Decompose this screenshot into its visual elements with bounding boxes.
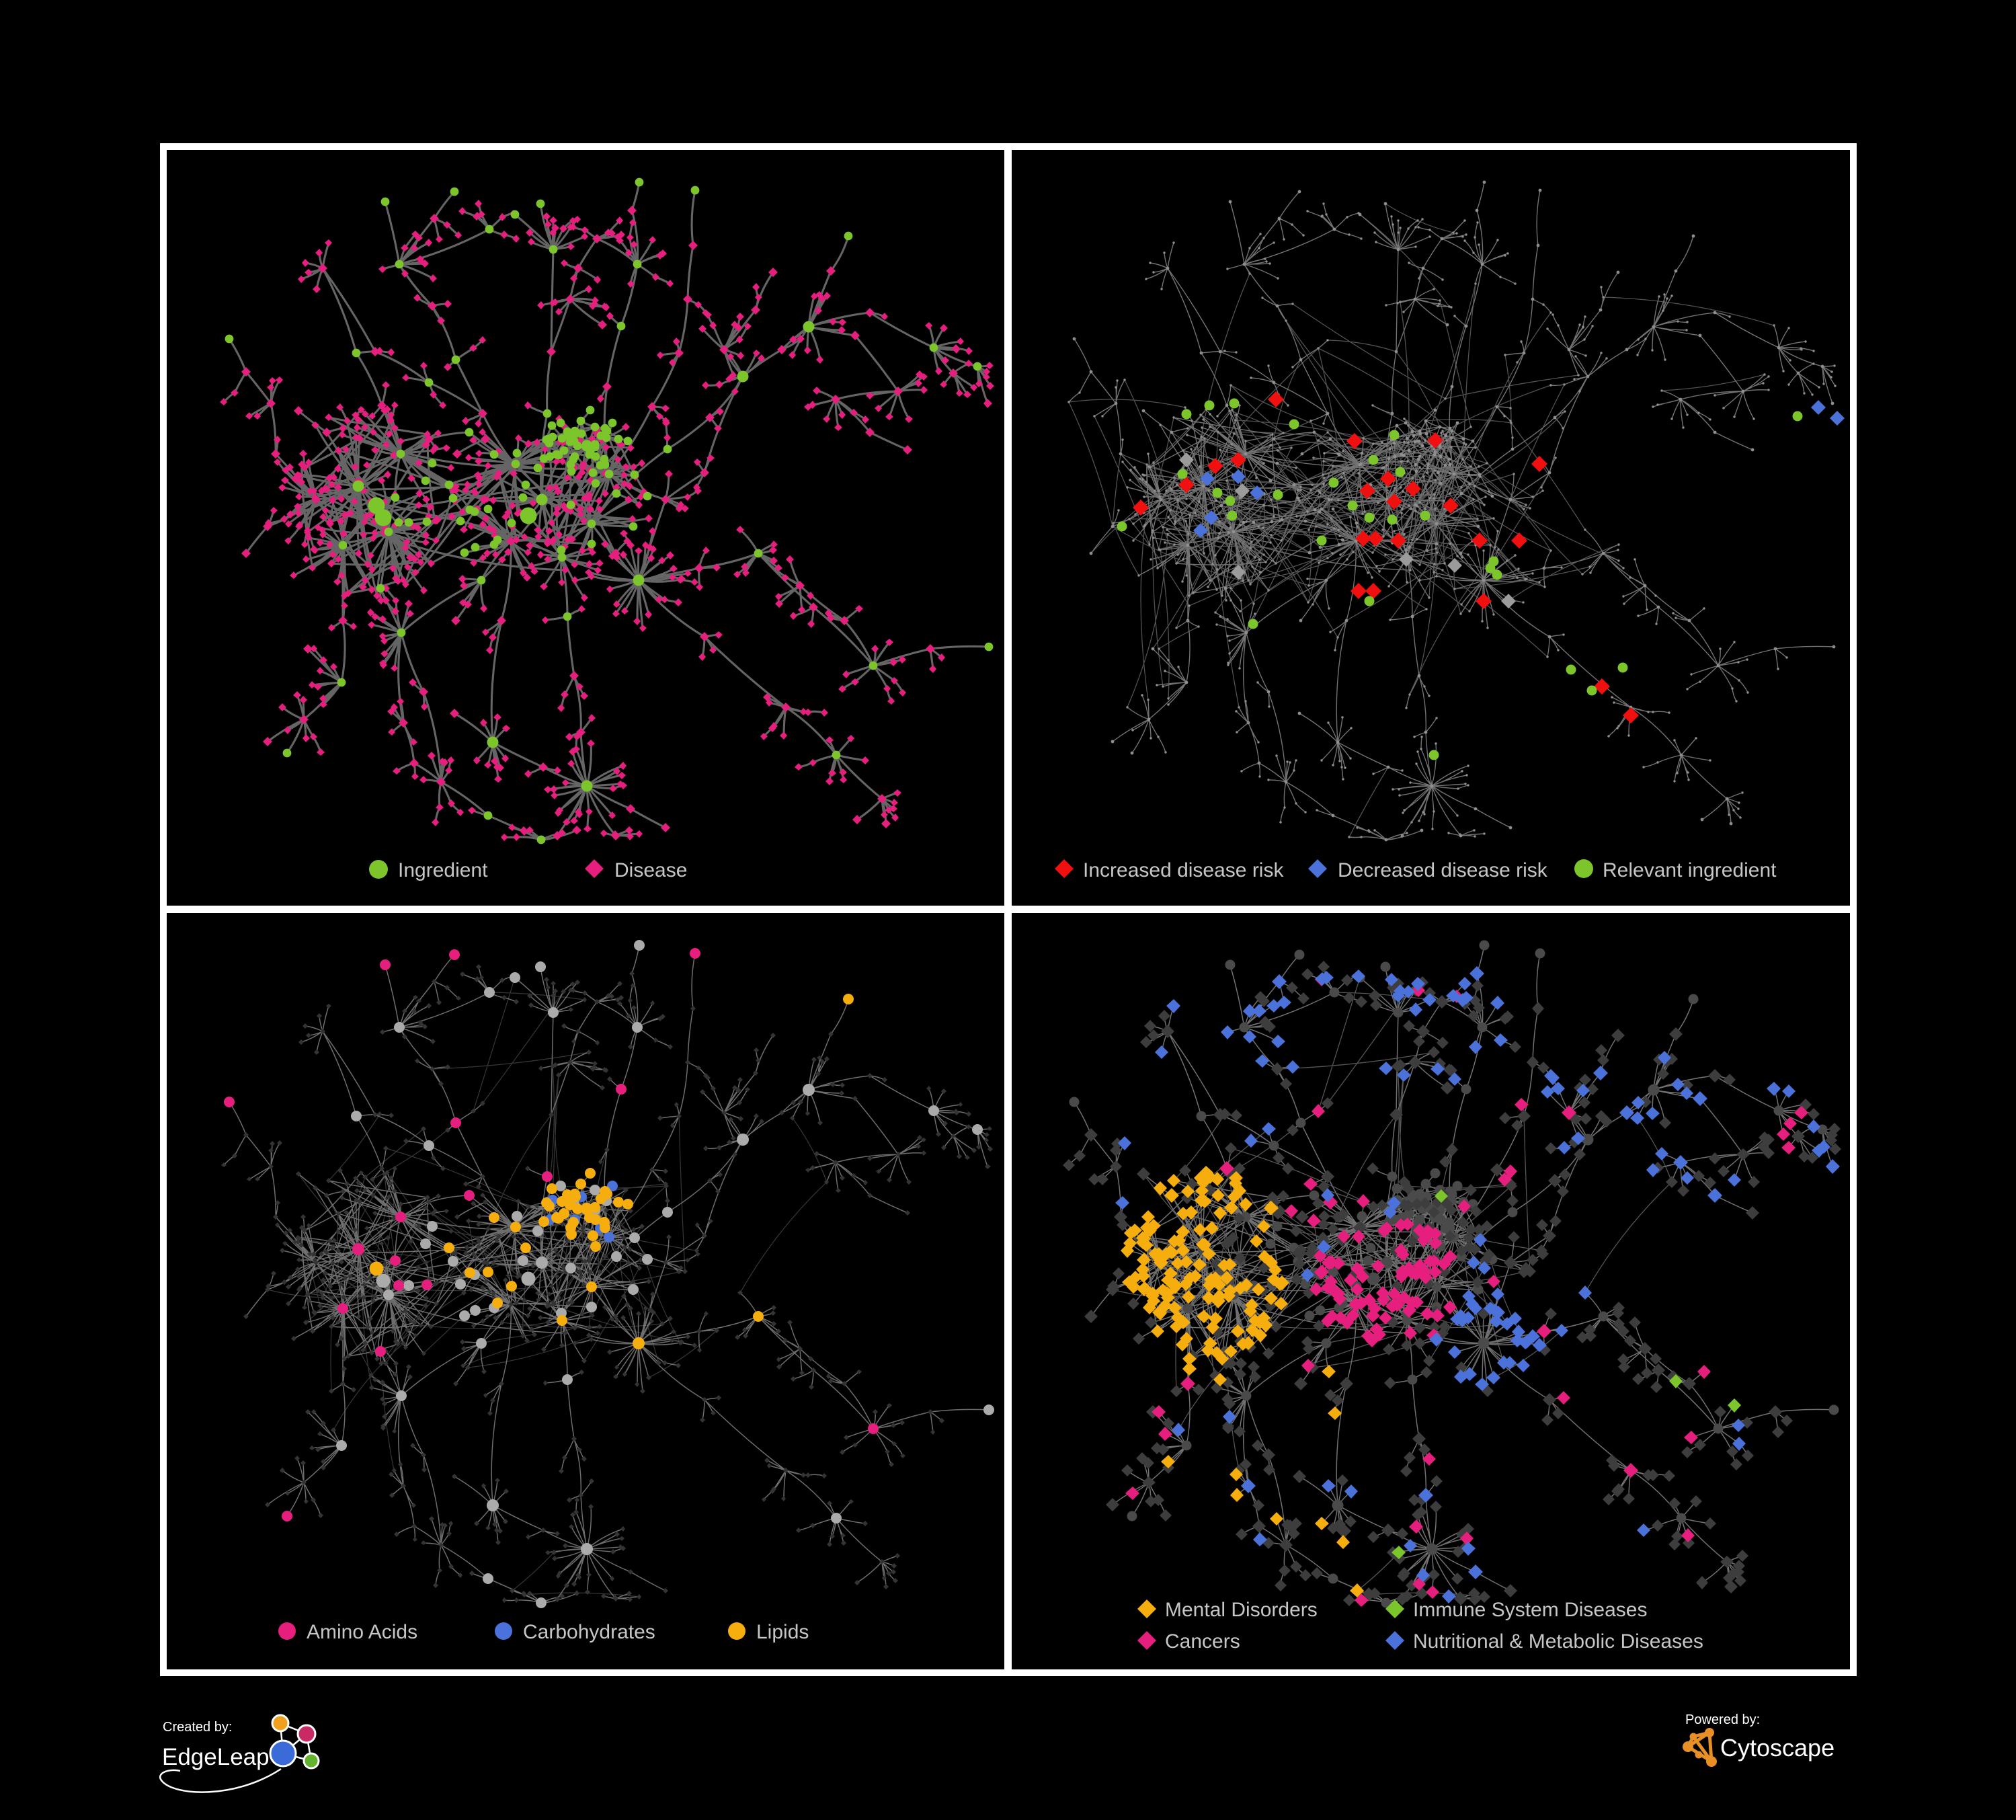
svg-text:Lipids: Lipids [756, 1621, 809, 1643]
svg-text:Mental Disorders: Mental Disorders [1165, 1599, 1318, 1621]
svg-text:Ingredient: Ingredient [398, 859, 488, 881]
svg-text:Nutritional & Metabolic Diseas: Nutritional & Metabolic Diseases [1413, 1630, 1703, 1653]
svg-text:Created by:: Created by: [163, 1720, 232, 1735]
svg-text:Cancers: Cancers [1165, 1630, 1240, 1653]
svg-text:Immune System Diseases: Immune System Diseases [1413, 1599, 1647, 1621]
svg-text:EdgeLeap: EdgeLeap [162, 1744, 270, 1770]
svg-text:Carbohydrates: Carbohydrates [523, 1621, 655, 1643]
svg-text:Relevant ingredient: Relevant ingredient [1603, 859, 1777, 881]
svg-text:Disease: Disease [614, 859, 687, 881]
svg-text:Increased disease risk: Increased disease risk [1083, 859, 1284, 881]
svg-text:Amino Acids: Amino Acids [307, 1621, 417, 1643]
svg-text:Powered by:: Powered by: [1685, 1712, 1760, 1727]
svg-text:Decreased disease risk: Decreased disease risk [1338, 859, 1548, 881]
svg-text:Cytoscape: Cytoscape [1720, 1734, 1834, 1762]
